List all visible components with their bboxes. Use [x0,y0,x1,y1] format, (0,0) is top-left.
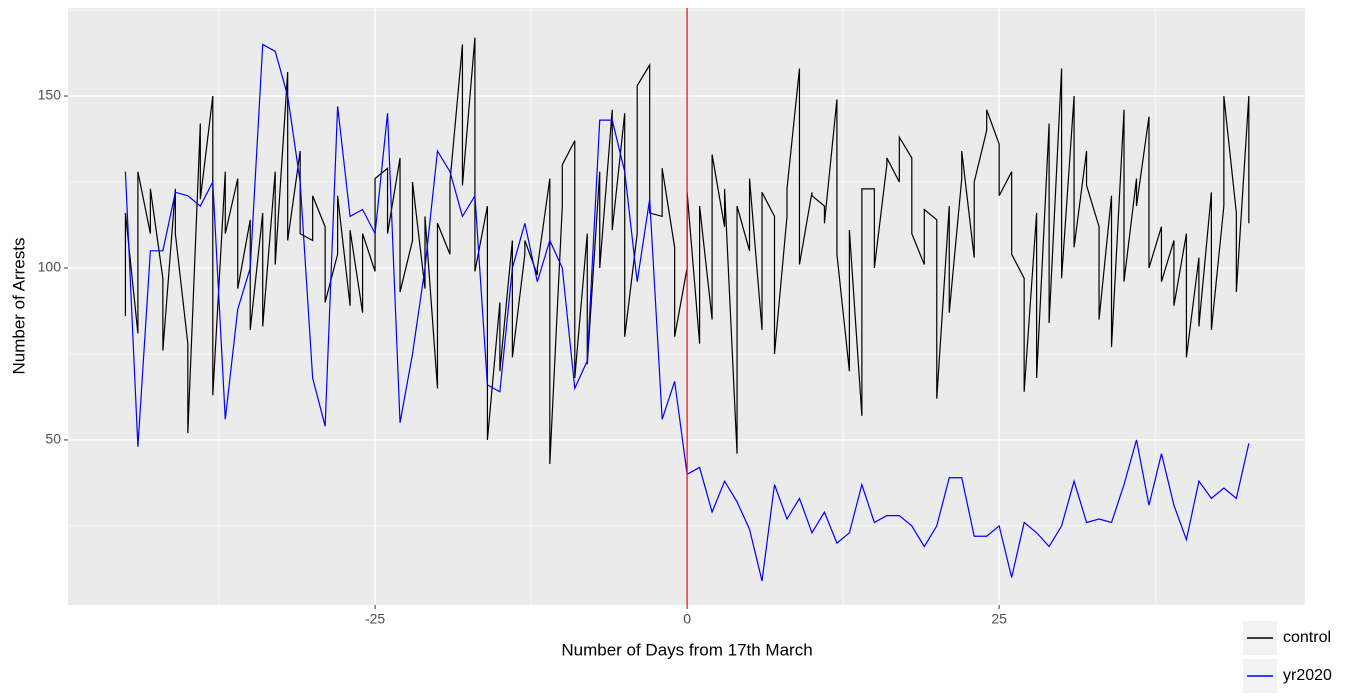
y-axis-label: Number of Arrests [9,238,28,375]
x-tick-label: -25 [365,611,385,627]
legend-label: control [1283,629,1331,646]
y-tick-label: 50 [45,431,61,447]
y-tick-label: 150 [38,87,62,103]
x-tick-label: 25 [991,611,1007,627]
plot-panel [68,8,1305,605]
legend-label: yr2020 [1283,667,1332,684]
y-tick-label: 100 [38,259,62,275]
x-axis-label: Number of Days from 17th March [561,640,812,659]
x-tick-label: 0 [683,611,691,627]
